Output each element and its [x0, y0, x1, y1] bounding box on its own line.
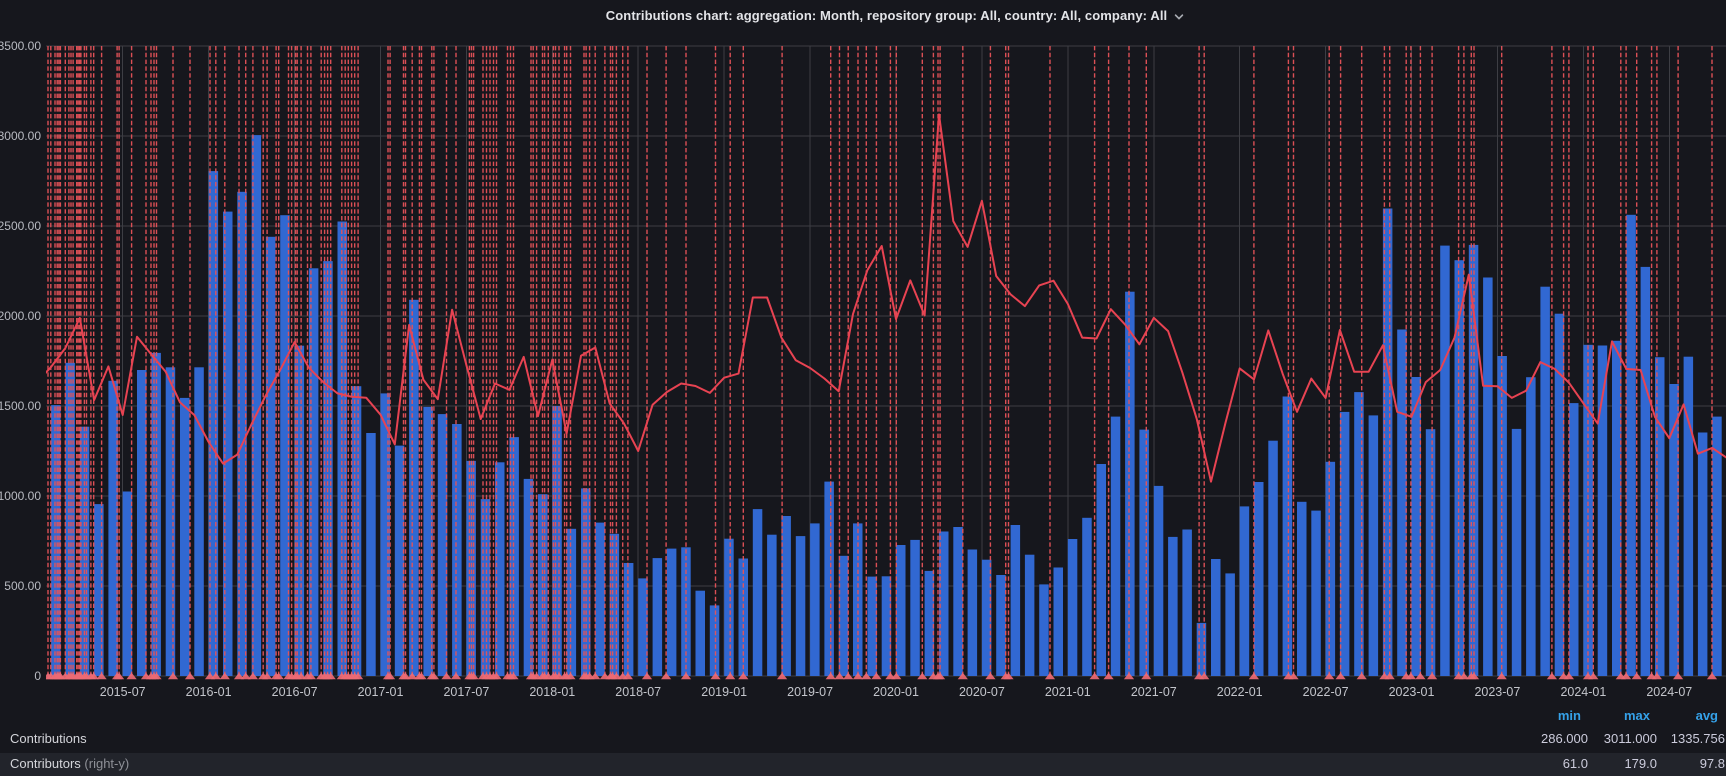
svg-text:3500.00: 3500.00	[0, 39, 41, 53]
svg-text:2019-01: 2019-01	[701, 685, 747, 699]
svg-text:2017-01: 2017-01	[358, 685, 404, 699]
svg-text:1000.00: 1000.00	[0, 489, 41, 503]
svg-text:2024-07: 2024-07	[1646, 685, 1692, 699]
svg-text:2023-01: 2023-01	[1389, 685, 1435, 699]
svg-text:2024-01: 2024-01	[1560, 685, 1606, 699]
svg-text:2017-07: 2017-07	[443, 685, 489, 699]
svg-text:2019-07: 2019-07	[787, 685, 833, 699]
svg-text:2018-01: 2018-01	[529, 685, 575, 699]
svg-text:2000.00: 2000.00	[0, 309, 41, 323]
svg-text:2018-07: 2018-07	[615, 685, 661, 699]
svg-text:500.00: 500.00	[4, 579, 41, 593]
svg-text:2020-01: 2020-01	[873, 685, 919, 699]
svg-text:2022-01: 2022-01	[1217, 685, 1263, 699]
svg-text:1500.00: 1500.00	[0, 399, 41, 413]
svg-text:3000.00: 3000.00	[0, 129, 41, 143]
svg-text:2015-07: 2015-07	[100, 685, 146, 699]
svg-text:2023-07: 2023-07	[1474, 685, 1520, 699]
svg-text:2022-07: 2022-07	[1303, 685, 1349, 699]
svg-text:2021-07: 2021-07	[1131, 685, 1177, 699]
svg-text:2016-01: 2016-01	[186, 685, 232, 699]
svg-text:2021-01: 2021-01	[1045, 685, 1091, 699]
svg-text:2016-07: 2016-07	[272, 685, 318, 699]
svg-text:0: 0	[34, 669, 41, 683]
svg-text:2020-07: 2020-07	[959, 685, 1005, 699]
svg-text:2500.00: 2500.00	[0, 219, 41, 233]
